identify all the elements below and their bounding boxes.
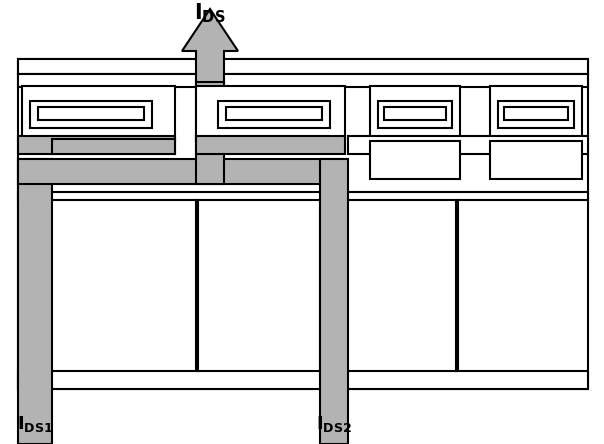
Bar (196, 200, 198, 371)
Bar (22, 86, 175, 141)
Text: $\mathbf{I_{DS}}$: $\mathbf{I_{DS}}$ (194, 1, 226, 24)
Bar (196, 86, 345, 141)
Bar (18, 159, 345, 184)
Bar (18, 371, 588, 389)
Bar (196, 79, 224, 184)
Bar (18, 192, 588, 200)
Bar (196, 136, 345, 154)
Bar (384, 107, 446, 120)
Bar (498, 101, 574, 128)
FancyArrow shape (182, 9, 238, 82)
Bar (38, 107, 144, 120)
Bar (504, 107, 568, 120)
Bar (18, 59, 588, 389)
Bar (320, 200, 322, 371)
Text: $\mathbf{I_{DS1}}$: $\mathbf{I_{DS1}}$ (17, 414, 53, 434)
Bar (18, 136, 175, 154)
Bar (226, 107, 322, 120)
Bar (30, 101, 152, 128)
Bar (490, 86, 582, 141)
Bar (456, 200, 458, 371)
Text: $\mathbf{I_{DS2}}$: $\mathbf{I_{DS2}}$ (316, 414, 352, 434)
Bar (18, 74, 588, 87)
Bar (320, 159, 348, 444)
Bar (378, 101, 452, 128)
Bar (348, 136, 588, 154)
Bar (18, 59, 588, 74)
Bar (18, 159, 52, 444)
Bar (52, 139, 175, 154)
Bar (370, 141, 460, 179)
Bar (370, 86, 460, 141)
Bar (218, 101, 330, 128)
Bar (490, 141, 582, 179)
